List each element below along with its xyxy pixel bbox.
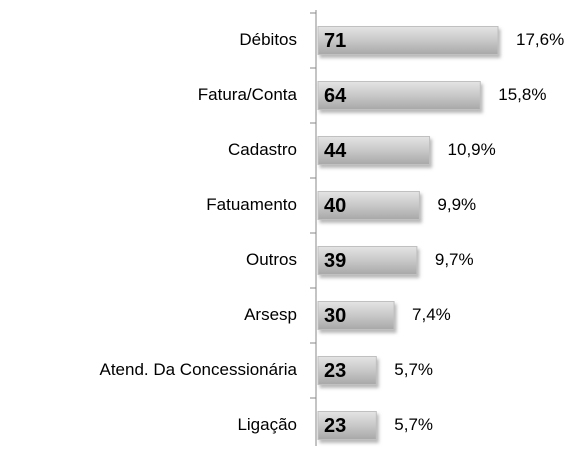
bar xyxy=(317,301,395,330)
category-label: Atend. Da Concessionária xyxy=(99,360,297,379)
bar xyxy=(317,191,420,220)
percent-label: 17,6% xyxy=(516,30,564,49)
bar xyxy=(317,356,377,385)
category-label: Débitos xyxy=(239,30,297,49)
percent-label: 9,9% xyxy=(437,195,476,214)
value-label: 71 xyxy=(324,30,346,52)
percent-label: 10,9% xyxy=(448,140,496,159)
category-label: Ligação xyxy=(237,415,297,434)
bar xyxy=(317,26,499,55)
value-label: 64 xyxy=(324,85,347,107)
value-label: 40 xyxy=(324,195,346,217)
percent-label: 9,7% xyxy=(435,250,474,269)
value-label: 23 xyxy=(324,360,346,382)
bar xyxy=(317,411,377,440)
percent-label: 5,7% xyxy=(394,360,433,379)
category-label: Cadastro xyxy=(228,140,297,159)
percent-label: 5,7% xyxy=(394,415,433,434)
category-label: Fatura/Conta xyxy=(198,85,298,104)
category-label: Arsesp xyxy=(244,305,297,324)
category-label: Fatuamento xyxy=(206,195,297,214)
value-label: 23 xyxy=(324,415,346,437)
bar xyxy=(317,246,418,275)
value-label: 44 xyxy=(324,140,347,162)
category-label: Outros xyxy=(246,250,297,269)
value-label: 30 xyxy=(324,305,346,327)
value-label: 39 xyxy=(324,250,346,272)
percent-label: 7,4% xyxy=(412,305,451,324)
bar xyxy=(317,81,481,110)
percent-label: 15,8% xyxy=(498,85,546,104)
bar xyxy=(317,136,431,165)
